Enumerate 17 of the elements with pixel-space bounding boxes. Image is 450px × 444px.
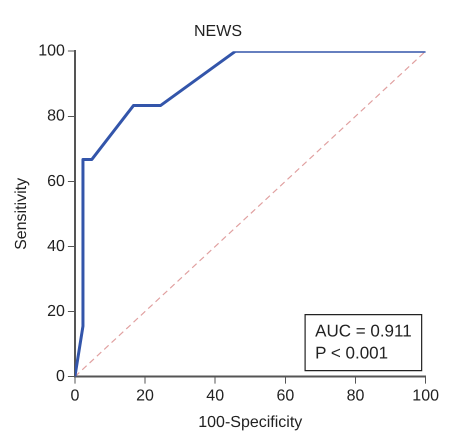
y-tick-label: 0	[56, 368, 65, 386]
y-axis-title: Sensitivity	[13, 178, 30, 250]
y-tick-label: 40	[47, 238, 65, 255]
y-tick-label: 60	[47, 172, 65, 190]
y-tick-label: 20	[47, 302, 65, 320]
y-tick-label: 80	[47, 108, 65, 125]
x-tick-label: 60	[276, 388, 294, 405]
x-tick-label: 80	[346, 388, 364, 405]
x-tick-label: 20	[136, 388, 154, 405]
x-tick-label: 40	[206, 388, 224, 405]
annotation: AUC = 0.911	[315, 321, 412, 340]
annotation: P < 0.001	[315, 343, 388, 362]
y-tick-label: 100	[38, 42, 65, 60]
x-axis-title: 100-Specificity	[198, 414, 302, 431]
x-tick-label: 0	[70, 388, 80, 405]
x-tick-label: 100	[412, 388, 440, 405]
chart-title: NEWS	[194, 23, 242, 40]
